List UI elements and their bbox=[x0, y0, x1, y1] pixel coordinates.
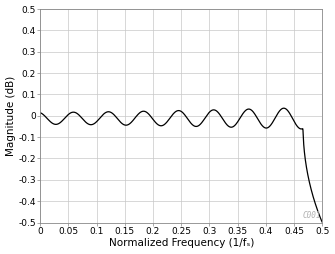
X-axis label: Normalized Frequency (1/fₛ): Normalized Frequency (1/fₛ) bbox=[109, 239, 254, 248]
Y-axis label: Magnitude (dB): Magnitude (dB) bbox=[6, 76, 15, 156]
Text: C001: C001 bbox=[303, 211, 321, 220]
